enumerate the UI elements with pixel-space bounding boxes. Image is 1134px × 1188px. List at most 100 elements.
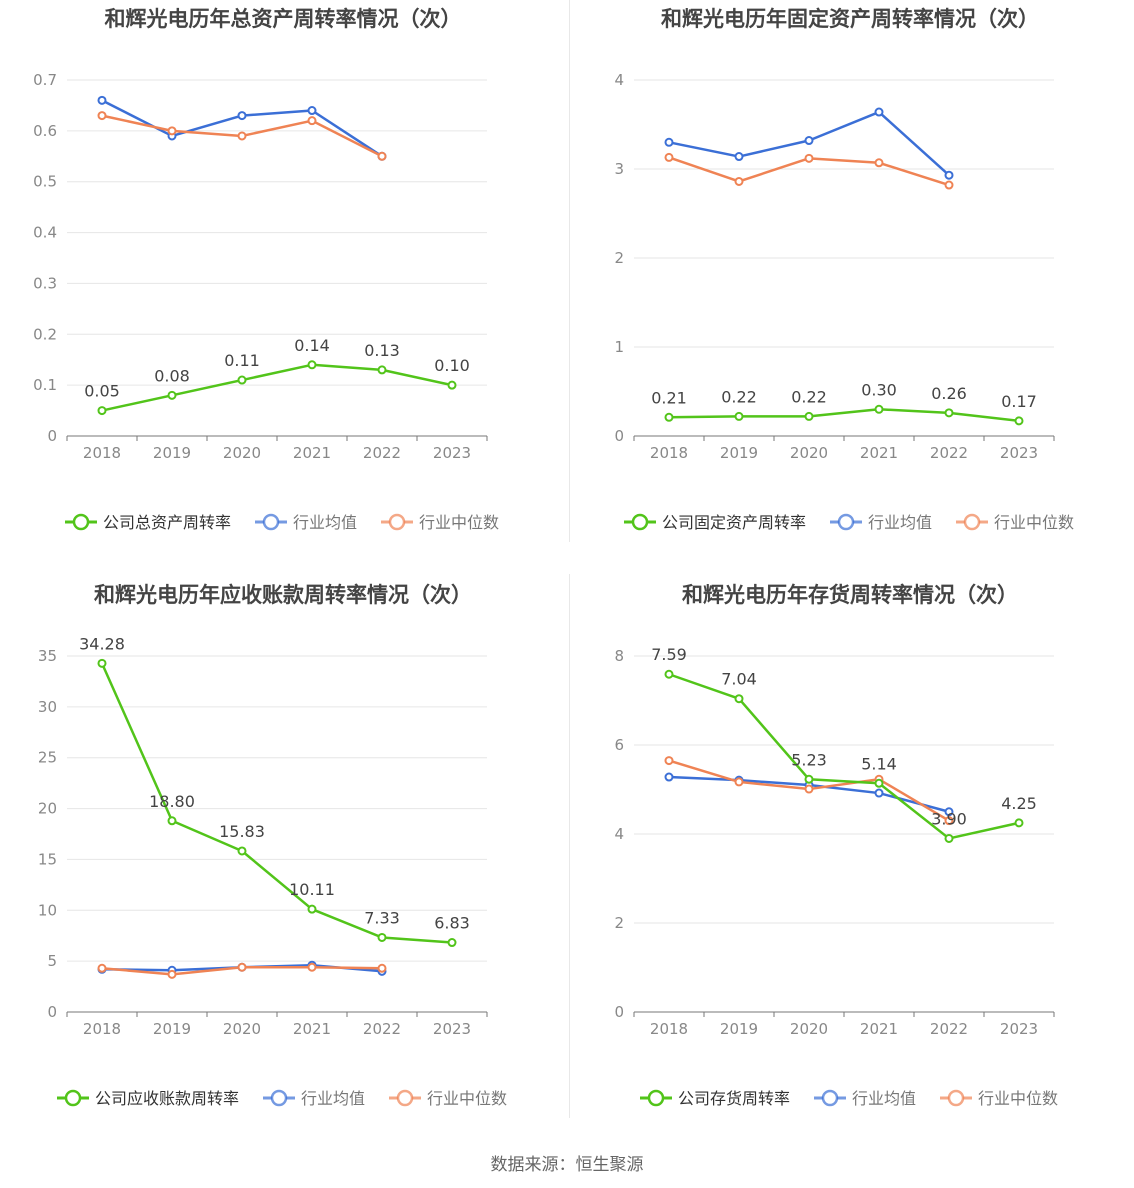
chart-title: 和辉光电历年固定资产周转率情况（次） bbox=[661, 7, 1039, 31]
y-tick-label: 25 bbox=[38, 749, 57, 767]
x-tick-label: 2022 bbox=[363, 1020, 401, 1038]
series-line-0 bbox=[100, 662, 453, 944]
chart-svg: 和辉光电历年应收账款周转率情况（次） 0 5 10 15 20 25 30 35 2018 2019… bbox=[38, 583, 507, 1108]
panel-divider-bottom bbox=[569, 574, 570, 1118]
chart-title: 和辉光电历年总资产周转率情况（次） bbox=[105, 7, 462, 31]
chart-panel-fixed-asset-turnover: 和辉光电历年固定资产周转率情况（次） 0 1 2 3 4 2018 2019 2020 2021 2… bbox=[567, 0, 1134, 560]
data-label: 15.83 bbox=[219, 822, 265, 841]
data-point bbox=[874, 107, 884, 117]
legend-marker bbox=[64, 1089, 82, 1107]
legend-label: 行业均值 bbox=[852, 1089, 916, 1108]
y-tick-label: 15 bbox=[38, 850, 57, 868]
chart-panel-inventory-turnover: 和辉光电历年存货周转率情况（次） 0 2 4 6 8 2018 2019 2020 2021 202… bbox=[567, 576, 1134, 1136]
x-tick-label: 2018 bbox=[83, 1020, 121, 1038]
data-label: 0.11 bbox=[224, 351, 260, 370]
data-point bbox=[664, 152, 674, 162]
x-tick-label: 2022 bbox=[930, 1020, 968, 1038]
data-point bbox=[734, 152, 744, 162]
chart-svg: 和辉光电历年固定资产周转率情况（次） 0 1 2 3 4 2018 2019 2020 2021 2… bbox=[614, 7, 1074, 532]
legend-label: 公司固定资产周转率 bbox=[662, 513, 806, 532]
y-tick-label: 0 bbox=[614, 427, 624, 445]
data-point bbox=[167, 969, 177, 979]
legend-label: 公司存货周转率 bbox=[678, 1089, 790, 1108]
data-label: 6.83 bbox=[434, 914, 470, 933]
data-point bbox=[664, 772, 674, 782]
legend-label: 行业中位数 bbox=[427, 1089, 507, 1108]
data-point bbox=[804, 153, 814, 163]
data-point bbox=[97, 658, 107, 668]
data-point bbox=[944, 807, 954, 817]
data-point bbox=[664, 137, 674, 147]
data-label: 0.05 bbox=[84, 382, 120, 401]
data-label: 0.22 bbox=[791, 387, 827, 406]
series-line-0 bbox=[668, 673, 1020, 840]
x-tick-label: 2021 bbox=[860, 444, 898, 462]
data-label: 0.26 bbox=[931, 384, 967, 403]
y-tick-label: 8 bbox=[614, 647, 624, 665]
x-tick-label: 2018 bbox=[650, 1020, 688, 1038]
data-label: 4.25 bbox=[1001, 794, 1037, 813]
data-point bbox=[307, 904, 317, 914]
data-label: 0.21 bbox=[651, 388, 687, 407]
chart-svg: 和辉光电历年存货周转率情况（次） 0 2 4 6 8 2018 2019 2020 2021 202… bbox=[614, 583, 1058, 1108]
panel-divider-top bbox=[569, 0, 570, 542]
x-tick-label: 2022 bbox=[363, 444, 401, 462]
data-point bbox=[804, 784, 814, 794]
x-tick-label: 2023 bbox=[1000, 1020, 1038, 1038]
data-point bbox=[97, 963, 107, 973]
data-label: 0.30 bbox=[861, 380, 897, 399]
data-point bbox=[874, 158, 884, 168]
data-label: 0.22 bbox=[721, 387, 757, 406]
data-point bbox=[237, 111, 247, 121]
y-tick-label: 30 bbox=[38, 698, 57, 716]
x-tick-label: 2019 bbox=[720, 1020, 758, 1038]
data-point bbox=[664, 669, 674, 679]
data-point bbox=[447, 380, 457, 390]
legend-marker bbox=[947, 1089, 965, 1107]
x-tick-label: 2019 bbox=[153, 444, 191, 462]
x-tick-label: 2021 bbox=[860, 1020, 898, 1038]
data-label: 0.17 bbox=[1001, 392, 1037, 411]
y-tick-label: 0.3 bbox=[33, 274, 57, 292]
x-tick-label: 2021 bbox=[293, 444, 331, 462]
series-line-0 bbox=[668, 408, 1020, 423]
y-tick-label: 0.7 bbox=[33, 71, 57, 89]
data-point bbox=[664, 412, 674, 422]
y-tick-label: 35 bbox=[38, 647, 57, 665]
data-point bbox=[874, 788, 884, 798]
data-point bbox=[874, 778, 884, 788]
data-source-note: 数据来源：恒生聚源 bbox=[490, 1155, 644, 1175]
x-tick-label: 2020 bbox=[223, 444, 261, 462]
data-point bbox=[237, 962, 247, 972]
chart-title: 和辉光电历年应收账款周转率情况（次） bbox=[94, 583, 472, 607]
data-point bbox=[1014, 818, 1024, 828]
data-point bbox=[167, 390, 177, 400]
legend-label: 行业均值 bbox=[868, 513, 932, 532]
x-tick-label: 2018 bbox=[83, 444, 121, 462]
x-tick-label: 2019 bbox=[153, 1020, 191, 1038]
data-point bbox=[307, 116, 317, 126]
y-tick-label: 2 bbox=[614, 249, 624, 267]
data-point bbox=[447, 938, 457, 948]
y-tick-label: 6 bbox=[614, 736, 624, 754]
legend-label: 行业均值 bbox=[293, 513, 357, 532]
data-point bbox=[804, 774, 814, 784]
data-label: 7.59 bbox=[651, 645, 687, 664]
chart-svg: 和辉光电历年总资产周转率情况（次） 0 0.1 0.2 0.3 0.4 0.5 0.6 0.7 2… bbox=[33, 7, 499, 532]
data-point bbox=[804, 411, 814, 421]
y-tick-label: 0.5 bbox=[33, 173, 57, 191]
data-point bbox=[237, 131, 247, 141]
data-point bbox=[734, 411, 744, 421]
data-label: 18.80 bbox=[149, 792, 195, 811]
data-point bbox=[307, 962, 317, 972]
data-point bbox=[734, 694, 744, 704]
x-tick-label: 2023 bbox=[433, 1020, 471, 1038]
data-label: 3.90 bbox=[931, 809, 967, 828]
data-point bbox=[307, 106, 317, 116]
legend-label: 公司总资产周转率 bbox=[103, 513, 231, 532]
data-point bbox=[944, 180, 954, 190]
x-tick-label: 2018 bbox=[650, 444, 688, 462]
data-point bbox=[307, 360, 317, 370]
chart-title: 和辉光电历年存货周转率情况（次） bbox=[682, 583, 1018, 607]
y-tick-label: 0.1 bbox=[33, 376, 57, 394]
